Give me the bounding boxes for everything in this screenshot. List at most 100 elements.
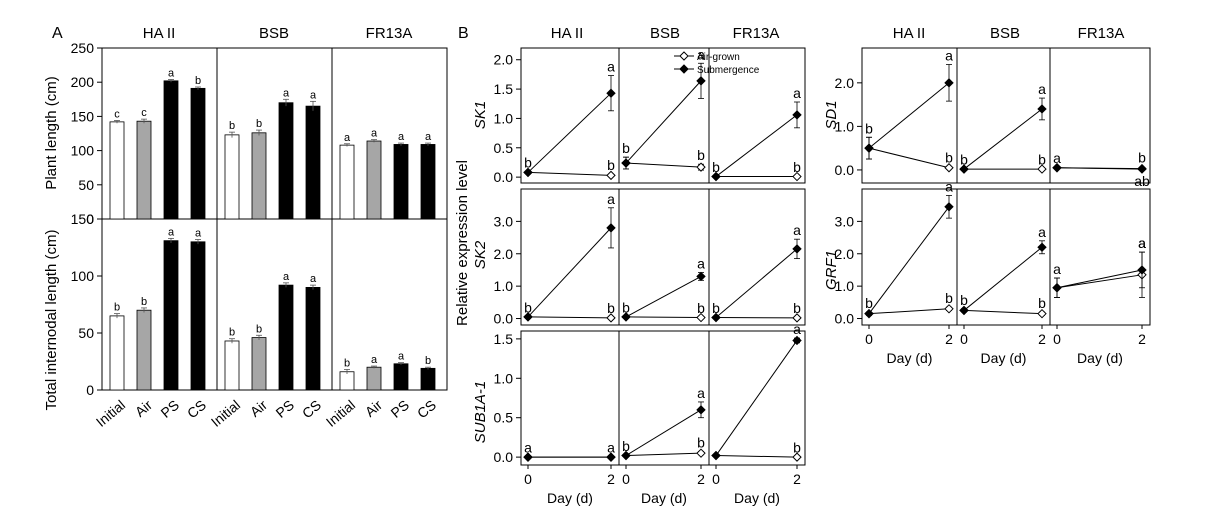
- grf1-ytick-label-3: 3.0: [835, 213, 855, 229]
- plant-length-letter-2-1: a: [371, 128, 378, 140]
- internodal-letter-2-0: b: [344, 357, 350, 369]
- genotype-header-fr13a-a: FR13A: [366, 25, 413, 42]
- plant-length-bar-2-2: [393, 144, 409, 220]
- internodal-letter-0-1: b: [141, 296, 147, 308]
- genotype-header-fr13a-c: FR13A: [1078, 25, 1125, 42]
- grf1-series-1-point-1-0: [959, 305, 969, 316]
- internodal-ytick-label-50: 50: [78, 325, 94, 341]
- grf1-letter-sub-1: a: [1038, 224, 1046, 240]
- panel-b-left-headers: HA II BSB FR13A: [551, 25, 780, 42]
- sk2-ytick-label-1: 1.0: [494, 278, 514, 294]
- grf1-series-0-point-1-1: [1037, 308, 1047, 319]
- sk1-series-0-line-1: [625, 162, 702, 168]
- grf1-series-1-line-2: [1056, 269, 1143, 289]
- plant-length-bar-0-3: [190, 87, 206, 220]
- sub1a-xtick-label-1-0: 0: [622, 471, 630, 487]
- sk1-letter-day0-0: b: [524, 154, 532, 170]
- grf1-xlabel-1: Day (d): [981, 350, 1027, 366]
- sub1a-xtick-label-2-1: 2: [793, 471, 801, 487]
- sub1a-series-1-point-1-0: [621, 450, 631, 461]
- sk2-series-1-point-0-1: [606, 223, 616, 233]
- category-label-0-0: Initial: [93, 397, 128, 430]
- category-label-0-3: CS: [184, 397, 209, 422]
- grf1-letter-air-2: a: [1138, 235, 1146, 251]
- grf1-xlabel-0: Day (d): [887, 350, 933, 366]
- internodal-ytick-label-0: 0: [86, 382, 94, 398]
- sk2-letter-air-2: b: [793, 300, 801, 316]
- sk2-letter-air-1: b: [697, 300, 705, 316]
- plant-length-bar-2-0: [339, 144, 355, 220]
- sub1a-ytick-label-2: 1.0: [494, 370, 514, 386]
- genotype-header-bsb-c: BSB: [990, 25, 1020, 42]
- sub1a-xlabel-0: Day (d): [547, 490, 593, 506]
- sub1a-letter-sub-1: a: [697, 385, 705, 401]
- plant-length-ylabel: Plant length (cm): [43, 76, 60, 189]
- sk2-ytick-label-2: 2.0: [494, 246, 514, 262]
- category-label-2-2: PS: [388, 397, 413, 421]
- sk2-series-1-line-2: [715, 248, 798, 318]
- internodal-bar-0-3: [190, 241, 206, 391]
- gene-label-sd1: SD1: [823, 100, 840, 129]
- genotype-header-ha2-c: HA II: [893, 25, 926, 42]
- internodal-length-plot-frame: [101, 218, 448, 391]
- sub1a-xtick-label-0-1: 2: [607, 471, 615, 487]
- sk2-series-0-point-2-1: [792, 313, 802, 323]
- sd1-letter-day0-1: b: [960, 152, 968, 168]
- internodal-ytick-label-150: 150: [71, 211, 95, 227]
- plant-length-bar-2-1: [366, 140, 382, 220]
- internodal-letter-1-3: a: [310, 273, 317, 285]
- sk2-series-1-point-2-1: [792, 244, 802, 254]
- sk1-series-1-point-2-0: [711, 171, 721, 182]
- internodal-bar-1-1: [251, 337, 267, 391]
- sub1a-letter-day0-1: b: [622, 438, 630, 454]
- sd1-series-1-point-0-1: [944, 78, 954, 88]
- sk2-letter-day0-1: b: [622, 299, 630, 315]
- internodal-bar-2-0: [339, 371, 355, 391]
- sk1-ytick-label-4: 2.0: [494, 52, 514, 68]
- sd1-frame: [861, 47, 1151, 184]
- internodal-letter-2-2: a: [398, 351, 405, 363]
- sk1-letter-day0-2: b: [712, 159, 720, 175]
- plant-length-bar-2-3: [420, 144, 436, 220]
- plant-length-letter-0-2: a: [168, 67, 175, 79]
- sub1a-xtick-label-2-0: 0: [712, 471, 720, 487]
- category-label-0-2: PS: [158, 397, 183, 421]
- internodal-bar-1-0: [224, 340, 240, 391]
- grf1-xlabel-2: Day (d): [1077, 350, 1123, 366]
- plant-length-ytick-label-150: 150: [71, 108, 95, 124]
- sk1-ytick-label-2: 1.0: [494, 110, 514, 126]
- gene-label-sub1a: SUB1A-1: [472, 381, 489, 444]
- internodal-bar-1-2: [278, 284, 294, 391]
- plant-length-bar-0-1: [136, 120, 152, 220]
- sk2-letter-air-0: b: [607, 300, 615, 316]
- grf1-letter-day0-0: b: [865, 295, 873, 311]
- sub1a-ytick-label-1: 0.5: [494, 410, 514, 426]
- grf1-xtick-label-0-1: 2: [945, 331, 953, 347]
- sub1a-series-0-line-2: [715, 455, 798, 458]
- sk2-series-0-line-1: [625, 316, 702, 319]
- panel-a-headers: HA II BSB FR13A: [143, 25, 413, 42]
- grf1-xtick-label-0-0: 0: [865, 331, 873, 347]
- plant-length-bars: c c a b b b a a a a a a: [109, 67, 436, 220]
- sk1-letter-sub-1: a: [697, 46, 705, 62]
- plant-length-ytick-label-200: 200: [71, 74, 95, 90]
- sk2-series-1-line-0: [527, 227, 612, 318]
- grf1-series-1-point-0-1: [944, 202, 954, 212]
- sk2-letter-sub-0: a: [607, 191, 615, 207]
- plant-length-letter-1-2: a: [283, 87, 290, 99]
- grf1-series-1-point-1-1: [1037, 242, 1047, 252]
- sk1-series-0-point-1-1: [696, 162, 706, 172]
- plant-length-letter-1-0: b: [229, 120, 235, 132]
- sk1-series-1-point-1-1: [696, 76, 706, 86]
- sub1a-series-1-point-0-1: [606, 452, 616, 462]
- sk2-series-1-point-1-0: [621, 312, 631, 322]
- category-label-1-0: Initial: [208, 397, 243, 430]
- sd1-series-1-point-1-1: [1037, 104, 1047, 114]
- grf1-series-0-line-0: [868, 308, 950, 315]
- sub1a-xlabel-1: Day (d): [641, 490, 687, 506]
- grf1-ytick-label-0: 0.0: [835, 311, 855, 327]
- sk1-letter-air-0: b: [607, 157, 615, 173]
- sd1-letter-air-0: b: [945, 149, 953, 165]
- sd1-series-0-point-0-1: [944, 163, 954, 173]
